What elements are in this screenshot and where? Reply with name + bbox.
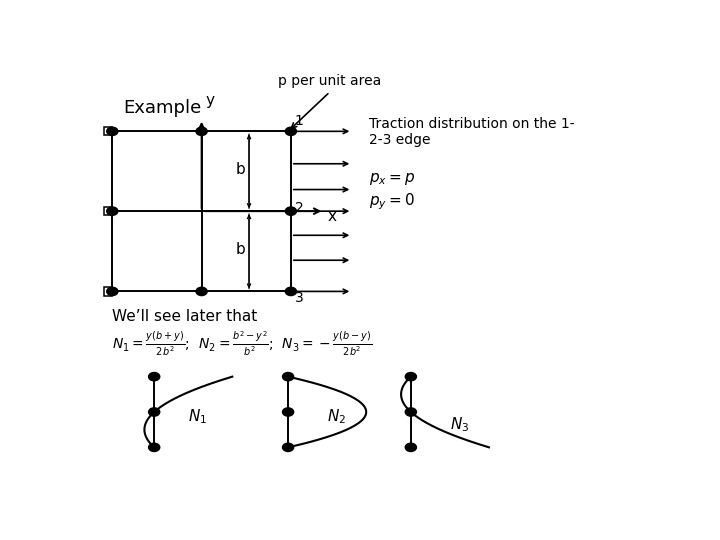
Circle shape: [148, 373, 160, 381]
Bar: [104, 287, 112, 295]
Text: p per unit area: p per unit area: [279, 73, 382, 87]
Text: Example: Example: [124, 99, 202, 118]
Circle shape: [285, 127, 297, 136]
Circle shape: [285, 287, 297, 295]
Text: b: b: [235, 242, 246, 258]
Circle shape: [405, 408, 416, 416]
Circle shape: [282, 443, 294, 451]
Text: $p_x= p$: $p_x= p$: [369, 171, 415, 187]
Text: $N_1$: $N_1$: [188, 407, 207, 426]
Circle shape: [196, 287, 207, 295]
Text: x: x: [327, 209, 336, 224]
Circle shape: [107, 287, 118, 295]
Circle shape: [282, 373, 294, 381]
Circle shape: [196, 127, 207, 136]
Text: We’ll see later that: We’ll see later that: [112, 309, 258, 324]
Text: $p_y= 0$: $p_y= 0$: [369, 192, 415, 212]
Circle shape: [405, 373, 416, 381]
Circle shape: [285, 207, 297, 215]
Circle shape: [148, 408, 160, 416]
Text: 1: 1: [294, 114, 304, 128]
Text: $N_3$: $N_3$: [450, 415, 469, 434]
Bar: [104, 127, 112, 136]
Text: $N_1 = \frac{y(b+y)}{2b^2}$;  $N_2 = \frac{b^2 - y^2}{b^2}$;  $N_3 = -\frac{y(b-: $N_1 = \frac{y(b+y)}{2b^2}$; $N_2 = \fra…: [112, 329, 372, 357]
Text: Traction distribution on the 1-
2-3 edge: Traction distribution on the 1- 2-3 edge: [369, 117, 575, 147]
Circle shape: [107, 127, 118, 136]
Text: 2: 2: [294, 201, 304, 215]
Text: b: b: [235, 162, 246, 177]
Circle shape: [405, 443, 416, 451]
Bar: [104, 207, 112, 215]
Text: y: y: [205, 93, 215, 109]
Circle shape: [148, 443, 160, 451]
Circle shape: [107, 207, 118, 215]
Text: 3: 3: [294, 292, 304, 306]
Circle shape: [282, 408, 294, 416]
Text: $N_2$: $N_2$: [327, 407, 346, 426]
